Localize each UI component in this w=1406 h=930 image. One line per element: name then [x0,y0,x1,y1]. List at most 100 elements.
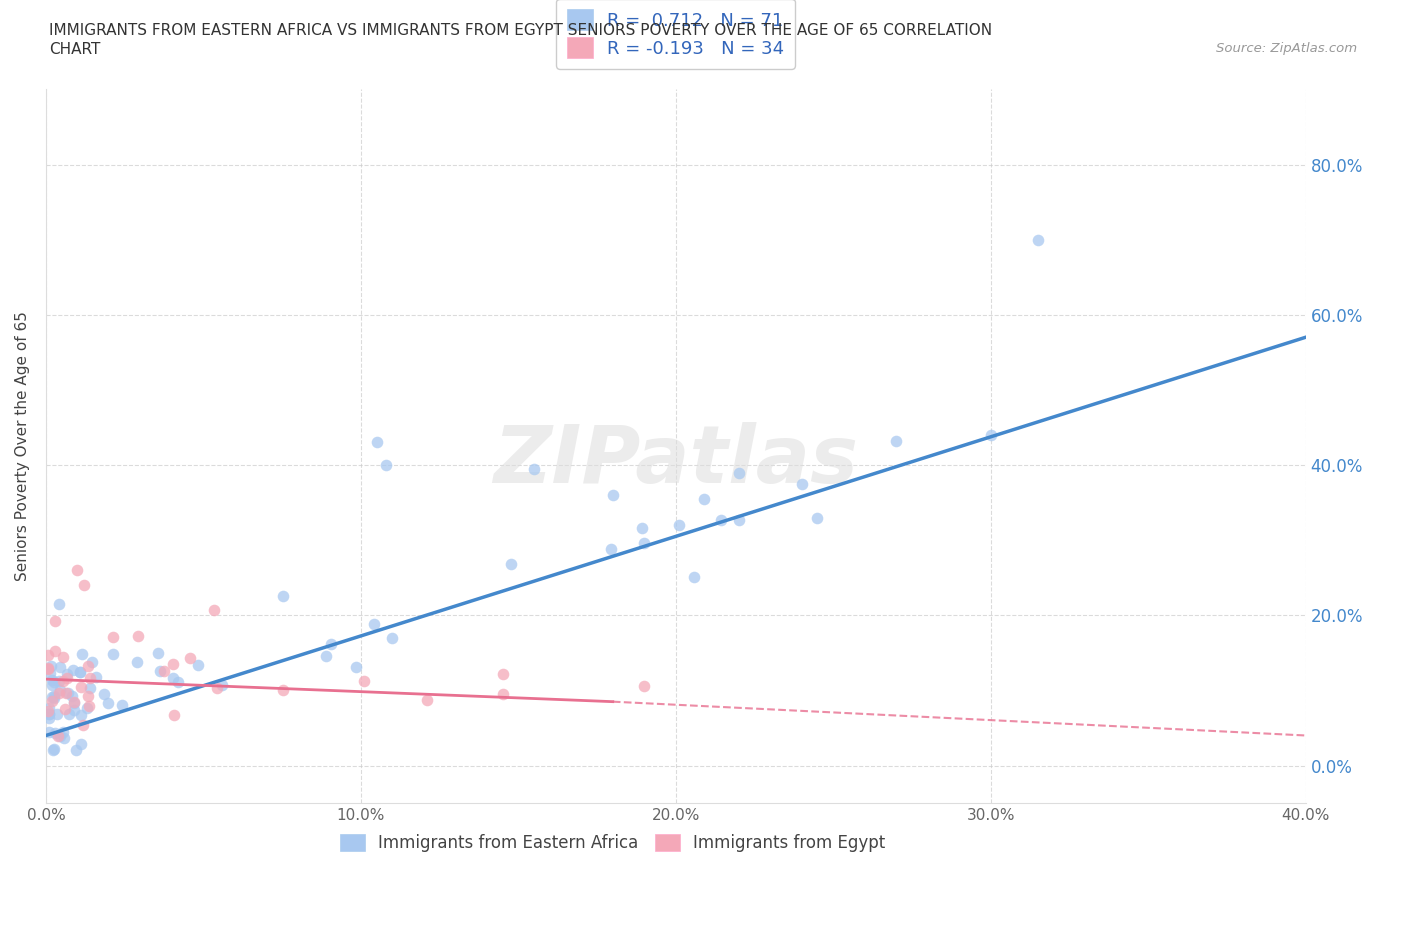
Point [668,518,690,533]
Point [37,647,59,662]
Point [48,683,70,698]
Point [710,512,733,527]
Point [66,563,89,578]
Point [41,673,63,688]
Point [375,458,398,472]
Point [77,698,100,713]
Point [37,661,59,676]
Point [41,694,63,709]
Point [202,602,225,617]
Point [69,664,91,679]
Point [693,492,716,507]
Point [56,666,79,681]
Point [42,691,65,706]
Point [60,689,83,704]
Point [727,465,749,480]
Point [44,644,66,658]
Point [179,650,201,665]
Point [38,666,60,681]
Point [38,724,60,739]
Point [884,433,907,448]
Point [93,686,115,701]
Point [42,689,65,704]
Point [73,578,96,592]
Point [52,673,75,688]
Point [125,655,148,670]
Point [491,686,513,701]
Point [491,667,513,682]
Point [79,671,101,685]
Point [38,711,60,725]
Point [84,670,107,684]
Point [163,708,186,723]
Point [41,690,63,705]
Point [41,677,63,692]
Point [46,706,69,721]
Point [58,707,80,722]
Point [602,487,624,502]
Point [37,660,59,675]
Point [97,696,120,711]
Point [416,693,439,708]
Point [162,657,184,671]
Point [149,664,172,679]
Point [363,617,385,631]
Point [1026,232,1049,247]
Point [353,673,375,688]
Point [38,700,60,715]
Point [211,678,233,693]
Point [152,663,174,678]
Point [82,655,104,670]
Y-axis label: Seniors Poverty Over the Age of 65: Seniors Poverty Over the Age of 65 [15,312,30,581]
Point [38,707,60,722]
Point [77,658,100,673]
Point [69,737,91,751]
Point [162,671,184,685]
Point [56,685,79,700]
Point [315,648,337,663]
Point [111,698,134,712]
Point [600,542,623,557]
Point [167,674,190,689]
Point [727,512,749,527]
Point [344,659,367,674]
Point [70,707,93,722]
Point [44,742,66,757]
Point [48,596,70,611]
Point [127,629,149,644]
Point [52,724,75,739]
Text: CHART: CHART [49,42,101,57]
Point [62,702,84,717]
Point [72,718,94,733]
Point [633,536,655,551]
Point [806,511,828,525]
Point [366,435,388,450]
Point [381,631,404,645]
Point [37,703,59,718]
Point [53,702,76,717]
Legend: Immigrants from Eastern Africa, Immigrants from Egypt: Immigrants from Eastern Africa, Immigran… [333,828,893,859]
Point [523,461,546,476]
Point [70,646,93,661]
Point [62,662,84,677]
Point [79,681,101,696]
Point [44,726,66,741]
Text: Source: ZipAtlas.com: Source: ZipAtlas.com [1216,42,1357,55]
Point [55,685,77,700]
Point [205,681,228,696]
Point [633,678,655,693]
Point [52,650,75,665]
Point [499,557,522,572]
Point [271,683,294,698]
Point [101,630,124,644]
Point [69,679,91,694]
Point [42,674,65,689]
Point [271,589,294,604]
Point [69,665,91,680]
Point [46,728,69,743]
Point [56,671,79,686]
Point [49,659,72,674]
Point [39,659,62,674]
Point [980,428,1002,443]
Point [42,743,65,758]
